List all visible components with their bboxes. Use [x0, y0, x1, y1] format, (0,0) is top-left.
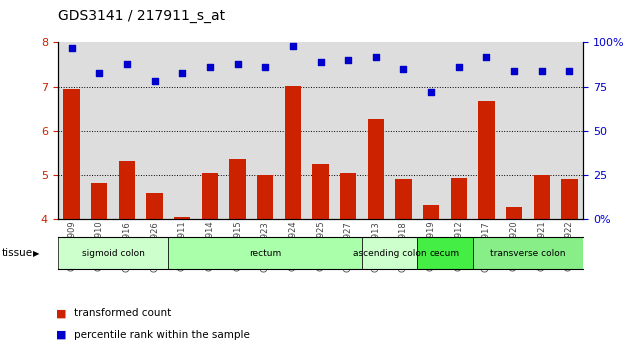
Point [343, 57, 353, 63]
Point [149, 79, 160, 84]
Point [426, 89, 437, 95]
Text: tissue: tissue [1, 248, 33, 258]
Bar [395, 179, 412, 354]
Text: ■: ■ [56, 308, 66, 318]
Text: ■: ■ [56, 330, 66, 339]
Point [233, 61, 243, 67]
Point [564, 68, 574, 74]
Text: GDS3141 / 217911_s_at: GDS3141 / 217911_s_at [58, 9, 225, 23]
Point [122, 61, 132, 67]
Bar [312, 164, 329, 354]
Bar [451, 178, 467, 354]
Point [537, 68, 547, 74]
Point [315, 59, 326, 65]
Bar [119, 161, 135, 354]
Bar [417, 237, 472, 269]
Bar [91, 183, 108, 354]
Text: cecum: cecum [430, 249, 460, 258]
Point [260, 64, 271, 70]
Bar [201, 173, 218, 354]
Bar [367, 119, 384, 354]
Point [509, 68, 519, 74]
Point [398, 66, 408, 72]
Text: rectum: rectum [249, 249, 281, 258]
Bar [362, 237, 417, 269]
Bar [174, 217, 190, 354]
Bar [285, 86, 301, 354]
Bar [423, 205, 440, 354]
Bar [169, 237, 362, 269]
Bar [229, 159, 246, 354]
Text: transformed count: transformed count [74, 308, 171, 318]
Point [67, 45, 77, 51]
Point [177, 70, 187, 75]
Bar [506, 207, 522, 354]
Bar [472, 237, 583, 269]
Point [94, 70, 104, 75]
Point [481, 54, 492, 59]
Text: ascending colon: ascending colon [353, 249, 426, 258]
Point [204, 64, 215, 70]
Text: sigmoid colon: sigmoid colon [81, 249, 144, 258]
Point [454, 64, 464, 70]
Bar [146, 193, 163, 354]
Bar [257, 175, 274, 354]
Bar [478, 101, 495, 354]
Point [370, 54, 381, 59]
Text: ▶: ▶ [33, 249, 40, 258]
Bar [561, 179, 578, 354]
Text: transverse colon: transverse colon [490, 249, 566, 258]
Bar [63, 89, 80, 354]
Point [288, 43, 298, 49]
Bar [58, 237, 169, 269]
Text: percentile rank within the sample: percentile rank within the sample [74, 330, 249, 339]
Bar [340, 173, 356, 354]
Bar [533, 175, 550, 354]
